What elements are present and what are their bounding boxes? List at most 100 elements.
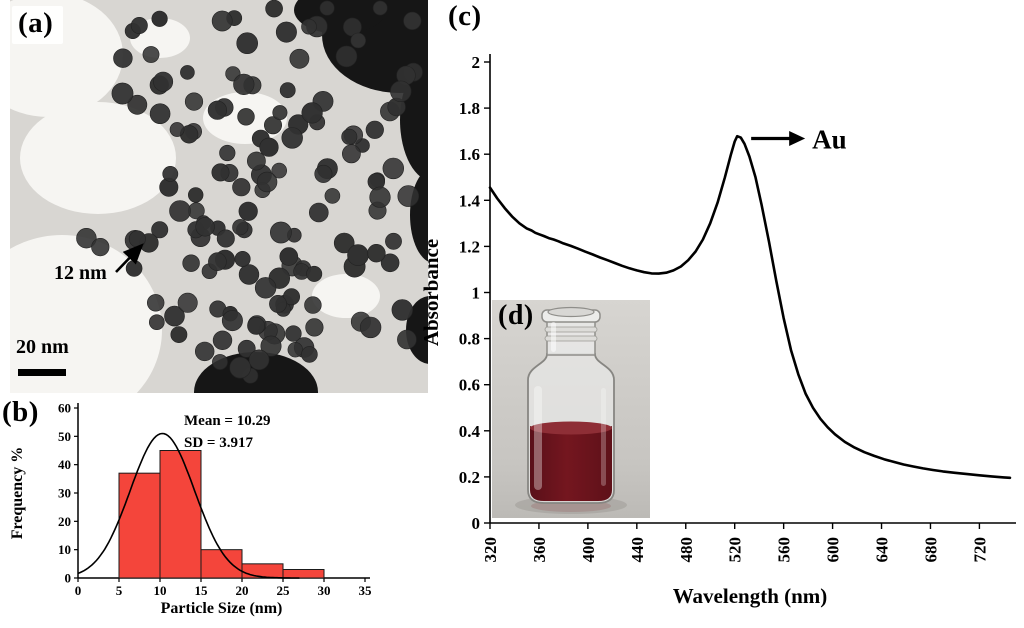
nanoparticle — [216, 229, 235, 248]
nanoparticle — [149, 314, 165, 331]
y-tick-label: 10 — [58, 542, 71, 557]
nanoparticle — [397, 185, 420, 207]
x-axis-title: Wavelength (nm) — [673, 584, 828, 608]
absorbance-chart: 0 0.2 0.4 0.6 0.8 1 1.2 1.4 1.6 1.8 2 320 360 400 440 4… — [419, 53, 1016, 608]
nanoparticle — [127, 94, 148, 115]
y-tick-label: 2 — [472, 53, 481, 72]
nanoparticle — [301, 18, 317, 35]
nanoparticle — [246, 151, 266, 171]
nanoparticle — [265, 0, 283, 18]
nanoparticle — [188, 187, 204, 203]
nanoparticle — [403, 11, 422, 30]
nanoparticle — [236, 32, 258, 55]
nanoparticle — [212, 330, 233, 350]
gaussian-fit-curve — [77, 432, 300, 579]
nanoparticle — [221, 310, 243, 332]
nanoparticle — [237, 108, 255, 126]
nanoparticle — [195, 217, 215, 237]
nanoparticle — [184, 92, 204, 111]
y-tick-label: 50 — [58, 429, 71, 444]
panel-b-label: (b) — [2, 396, 39, 428]
nanoparticle — [142, 46, 160, 63]
nanoparticle — [264, 116, 283, 135]
y-tick-label: 40 — [58, 457, 71, 472]
tem-bright-region — [10, 235, 162, 393]
glass-highlight — [601, 388, 606, 486]
x-tick-label: 480 — [677, 537, 696, 563]
nanoparticle — [385, 232, 402, 250]
nanoparticle — [232, 219, 249, 236]
x-tick-label: 520 — [726, 537, 745, 563]
nanoparticle — [301, 346, 318, 363]
nanoparticle — [229, 356, 251, 379]
tem-bright-region — [312, 274, 380, 318]
hist-bar — [159, 450, 202, 579]
nanoparticle — [304, 296, 322, 314]
y-tick-label: 1 — [472, 284, 481, 303]
nanoparticle — [169, 122, 185, 137]
panel-a-label: (a) — [12, 6, 64, 44]
y-tick-label: 1.4 — [459, 191, 481, 210]
nanoparticle — [91, 238, 110, 257]
nanoparticle — [269, 294, 287, 313]
nanoparticle — [365, 120, 384, 139]
peak-arrowhead-icon — [789, 131, 806, 147]
nanoparticle — [111, 82, 134, 105]
nanoparticle — [260, 335, 282, 357]
nanoparticle — [341, 128, 358, 145]
nanoparticle — [195, 341, 215, 362]
nanoparticle — [306, 265, 323, 282]
panel-spectrum: 0 0.2 0.4 0.6 0.8 1 1.2 1.4 1.6 1.8 2 320 360 400 440 4… — [410, 0, 1024, 628]
nanoparticle — [147, 294, 165, 312]
nanoparticle — [272, 105, 288, 121]
x-tick-label: 600 — [824, 537, 843, 563]
glass-highlight — [551, 322, 556, 352]
vial-photo — [492, 300, 650, 518]
nanoparticle — [237, 339, 256, 358]
y-tick-label: 30 — [58, 486, 71, 501]
y-tick-label: 0.8 — [459, 330, 480, 349]
nanoparticle — [238, 264, 260, 285]
nanoparticle — [211, 10, 233, 32]
panel-c-label: (c) — [448, 0, 482, 32]
vial-body-outline — [527, 353, 615, 504]
nanoparticle — [391, 299, 413, 321]
nanoparticle — [248, 349, 270, 371]
nanoparticle — [180, 65, 195, 80]
nanoparticle — [281, 127, 303, 149]
nanoparticle — [369, 186, 391, 208]
nanoparticle — [256, 171, 278, 193]
nanoparticle — [151, 221, 169, 239]
nanoparticle — [247, 316, 266, 335]
x-tick-label: 30 — [318, 583, 331, 598]
particle-size-annotation: 12 nm — [54, 262, 107, 284]
vial-thread — [544, 335, 598, 342]
histogram-chart: 0 5 10 15 20 25 30 35 0 10 20 30 40 50 60 Particle Size… — [9, 401, 373, 618]
nanoparticle — [314, 164, 333, 183]
annotation-arrow-icon — [115, 243, 144, 273]
nanoparticle — [380, 253, 400, 273]
nanoparticle — [372, 0, 388, 16]
x-tick-label: 720 — [970, 537, 989, 563]
nanoparticle — [76, 228, 97, 249]
nanoparticle — [177, 292, 198, 313]
nanoparticle — [287, 342, 303, 358]
vial-opening — [547, 306, 595, 318]
vial-liquid — [530, 426, 612, 501]
nanoparticle — [350, 32, 367, 49]
nanoparticle — [382, 157, 404, 180]
nanoparticle — [259, 137, 279, 157]
nanoparticle — [169, 200, 191, 222]
y-axis-title: Frequency % — [9, 447, 26, 540]
nanoparticle — [301, 102, 323, 124]
nanoparticle — [333, 232, 355, 254]
x-tick-label: 35 — [359, 583, 373, 598]
nanoparticle — [275, 21, 297, 43]
liquid-surface — [530, 421, 612, 435]
vial-thread — [544, 326, 598, 333]
nanoparticle — [153, 71, 174, 92]
nanoparticle — [308, 202, 329, 223]
x-axis-title: Particle Size (nm) — [161, 600, 283, 617]
nanoparticle — [279, 247, 299, 266]
hist-bar — [118, 472, 161, 579]
